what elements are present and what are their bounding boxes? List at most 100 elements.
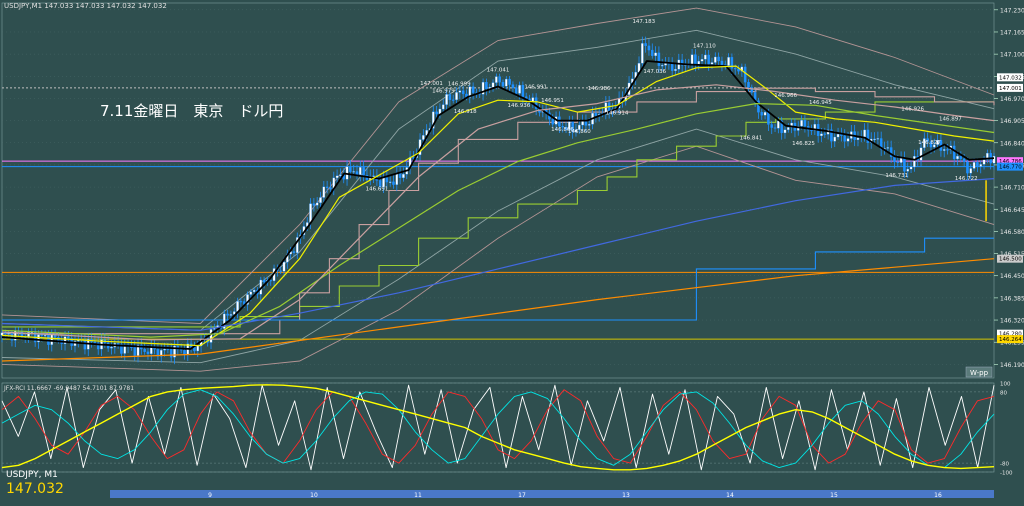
candle-body bbox=[7, 333, 10, 335]
candle-body bbox=[120, 344, 123, 354]
price-tick-label: 146.970 bbox=[1000, 96, 1024, 103]
candle-body bbox=[893, 156, 896, 163]
rci-indicator-pane[interactable] bbox=[1, 382, 995, 473]
candle-body bbox=[110, 346, 113, 349]
price-tick-label: 146.255 bbox=[1000, 340, 1024, 347]
candle-body bbox=[906, 168, 909, 172]
candle-body bbox=[942, 149, 946, 151]
pivot-badge[interactable]: W-pp bbox=[965, 366, 993, 378]
candle-body bbox=[803, 120, 807, 127]
candle-body bbox=[322, 186, 326, 198]
candle-body bbox=[733, 68, 737, 70]
candle-body bbox=[315, 202, 319, 206]
candle-body bbox=[448, 94, 452, 100]
swing-price-label: 147.110 bbox=[693, 44, 716, 50]
time-axis-label: 15 bbox=[830, 492, 838, 499]
candle-body bbox=[67, 336, 70, 339]
band-line bbox=[1, 145, 995, 372]
candle-body bbox=[594, 112, 598, 116]
candle-body bbox=[435, 111, 438, 115]
candle-body bbox=[166, 348, 170, 351]
candle-body bbox=[654, 52, 657, 56]
ma-line-pink bbox=[1, 84, 995, 341]
candle-body bbox=[325, 186, 329, 188]
candle-body bbox=[309, 203, 312, 223]
candle-body bbox=[813, 124, 817, 131]
candle-body bbox=[664, 63, 667, 66]
candle-body bbox=[982, 159, 986, 165]
rci-axis-label: 100 bbox=[1000, 382, 1011, 388]
candle-body bbox=[83, 339, 87, 350]
axis-price-badge-label: 147.001 bbox=[999, 86, 1022, 92]
candle-body bbox=[660, 65, 664, 67]
candle-body bbox=[866, 129, 870, 143]
candle-body bbox=[587, 124, 591, 126]
candle-body bbox=[491, 82, 495, 88]
candle-body bbox=[644, 43, 647, 47]
candle-body bbox=[196, 345, 199, 352]
swing-price-label: 147.041 bbox=[487, 67, 510, 73]
candle-body bbox=[146, 351, 150, 354]
candle-body bbox=[923, 138, 926, 148]
current-price-readout: 147.032 bbox=[6, 481, 64, 497]
axis-price-badge-label: 146.264 bbox=[999, 337, 1022, 343]
candle-body bbox=[929, 141, 933, 148]
candle-body bbox=[956, 155, 959, 160]
candle-body bbox=[760, 112, 764, 116]
candle-body bbox=[657, 52, 661, 66]
candle-body bbox=[511, 84, 515, 88]
price-tick-label: 146.320 bbox=[1000, 318, 1024, 325]
rci-line-rci-very-long bbox=[1, 384, 995, 471]
rci-axis-label: 80 bbox=[1000, 390, 1007, 396]
candle-body bbox=[116, 343, 120, 345]
time-axis-label: 11 bbox=[414, 492, 422, 499]
candle-body bbox=[770, 124, 773, 128]
candle-body bbox=[252, 289, 256, 292]
candle-body bbox=[810, 129, 813, 132]
candle-body bbox=[531, 97, 535, 102]
candle-body bbox=[501, 82, 505, 87]
price-tick-label: 146.905 bbox=[1000, 118, 1024, 125]
price-tick-label: 146.385 bbox=[1000, 295, 1024, 302]
swing-price-label: 146.866 bbox=[551, 127, 574, 133]
rci-axis-label: -80 bbox=[1000, 462, 1009, 468]
band-line bbox=[1, 128, 995, 364]
swing-price-label: 146.966 bbox=[774, 93, 797, 99]
candle-body bbox=[976, 162, 979, 167]
candle-body bbox=[505, 78, 508, 87]
candle-body bbox=[481, 82, 485, 95]
axis-price-badge-label: 146.500 bbox=[999, 257, 1022, 263]
swing-price-label: 147.183 bbox=[632, 19, 655, 25]
price-tick-label: 146.580 bbox=[1000, 229, 1024, 236]
axis-price-badge bbox=[997, 329, 1023, 338]
session-annotation: 7.11金曜日 東京 ドル円 bbox=[100, 102, 283, 120]
candle-body bbox=[727, 57, 730, 66]
candle-body bbox=[392, 181, 395, 185]
time-scrollbar[interactable] bbox=[110, 490, 994, 498]
candle-body bbox=[461, 90, 465, 95]
pivot-badge-box bbox=[965, 366, 993, 378]
candle-body bbox=[442, 104, 445, 110]
candle-body bbox=[992, 155, 996, 164]
candle-body bbox=[820, 133, 823, 137]
candle-body bbox=[966, 161, 969, 174]
swing-price-label: 146.991 bbox=[524, 84, 547, 90]
axis-price-badge-label: 146.786 bbox=[999, 159, 1022, 165]
ma-line-slow bbox=[1, 103, 995, 338]
ma-line-blue-long bbox=[1, 178, 995, 331]
candle-body bbox=[495, 76, 498, 83]
candle-body bbox=[226, 313, 229, 316]
rci-line-rci-short bbox=[1, 384, 995, 471]
candle-body bbox=[763, 112, 767, 116]
candle-body bbox=[700, 59, 704, 62]
candle-body bbox=[30, 332, 34, 334]
candle-body bbox=[534, 97, 538, 109]
candle-body bbox=[355, 171, 359, 175]
candle-body bbox=[972, 162, 976, 169]
swing-price-label: 146.691 bbox=[366, 187, 389, 193]
blue-step-line bbox=[2, 237, 994, 321]
candle-body bbox=[130, 346, 133, 348]
chart-symbol-header: USDJPY,M1 147.033 147.033 147.032 147.03… bbox=[4, 2, 167, 10]
